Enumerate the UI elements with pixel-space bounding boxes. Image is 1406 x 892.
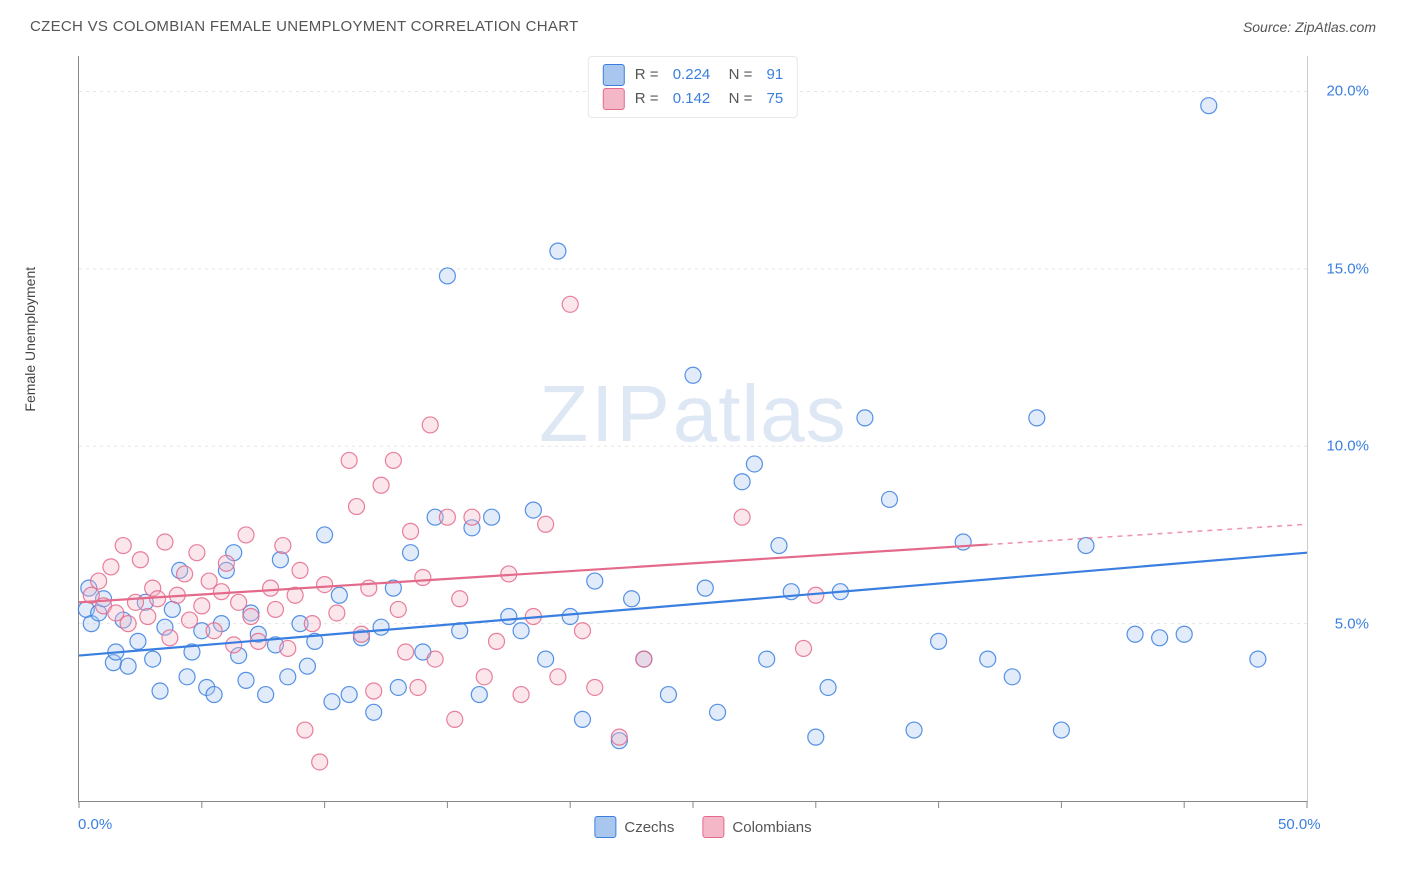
chart-container: Female Unemployment ZIPatlas R = 0.224 N… bbox=[30, 48, 1376, 862]
r-value-colombians: 0.142 bbox=[673, 87, 711, 111]
x-axis-max-label: 50.0% bbox=[1278, 816, 1321, 833]
r-value-czechs: 0.224 bbox=[673, 63, 711, 87]
y-tick-label: 10.0% bbox=[1326, 438, 1369, 455]
y-tick-label: 20.0% bbox=[1326, 83, 1369, 100]
swatch-colombians bbox=[603, 88, 625, 110]
source-attribution: Source: ZipAtlas.com bbox=[1243, 19, 1376, 35]
x-axis-min-label: 0.0% bbox=[78, 816, 112, 833]
legend-label-czechs: Czechs bbox=[624, 819, 674, 836]
swatch-czechs bbox=[603, 64, 625, 86]
chart-title: CZECH VS COLOMBIAN FEMALE UNEMPLOYMENT C… bbox=[30, 18, 579, 35]
legend-item-colombians: Colombians bbox=[702, 816, 811, 838]
y-axis-label: Female Unemployment bbox=[22, 267, 38, 412]
scatter-svg bbox=[79, 56, 1307, 801]
n-value-czechs: 91 bbox=[767, 63, 784, 87]
swatch-czechs-icon bbox=[594, 816, 616, 838]
y-tick-label: 15.0% bbox=[1326, 260, 1369, 277]
legend-row-czechs: R = 0.224 N = 91 bbox=[603, 63, 783, 87]
n-value-colombians: 75 bbox=[767, 87, 784, 111]
series-legend: Czechs Colombians bbox=[594, 816, 811, 838]
legend-row-colombians: R = 0.142 N = 75 bbox=[603, 87, 783, 111]
swatch-colombians-icon bbox=[702, 816, 724, 838]
y-tick-label: 5.0% bbox=[1335, 615, 1369, 632]
correlation-legend: R = 0.224 N = 91 R = 0.142 N = 75 bbox=[588, 56, 798, 118]
plot-area: ZIPatlas R = 0.224 N = 91 R = 0.142 N = … bbox=[78, 56, 1308, 802]
legend-label-colombians: Colombians bbox=[732, 819, 811, 836]
legend-item-czechs: Czechs bbox=[594, 816, 674, 838]
